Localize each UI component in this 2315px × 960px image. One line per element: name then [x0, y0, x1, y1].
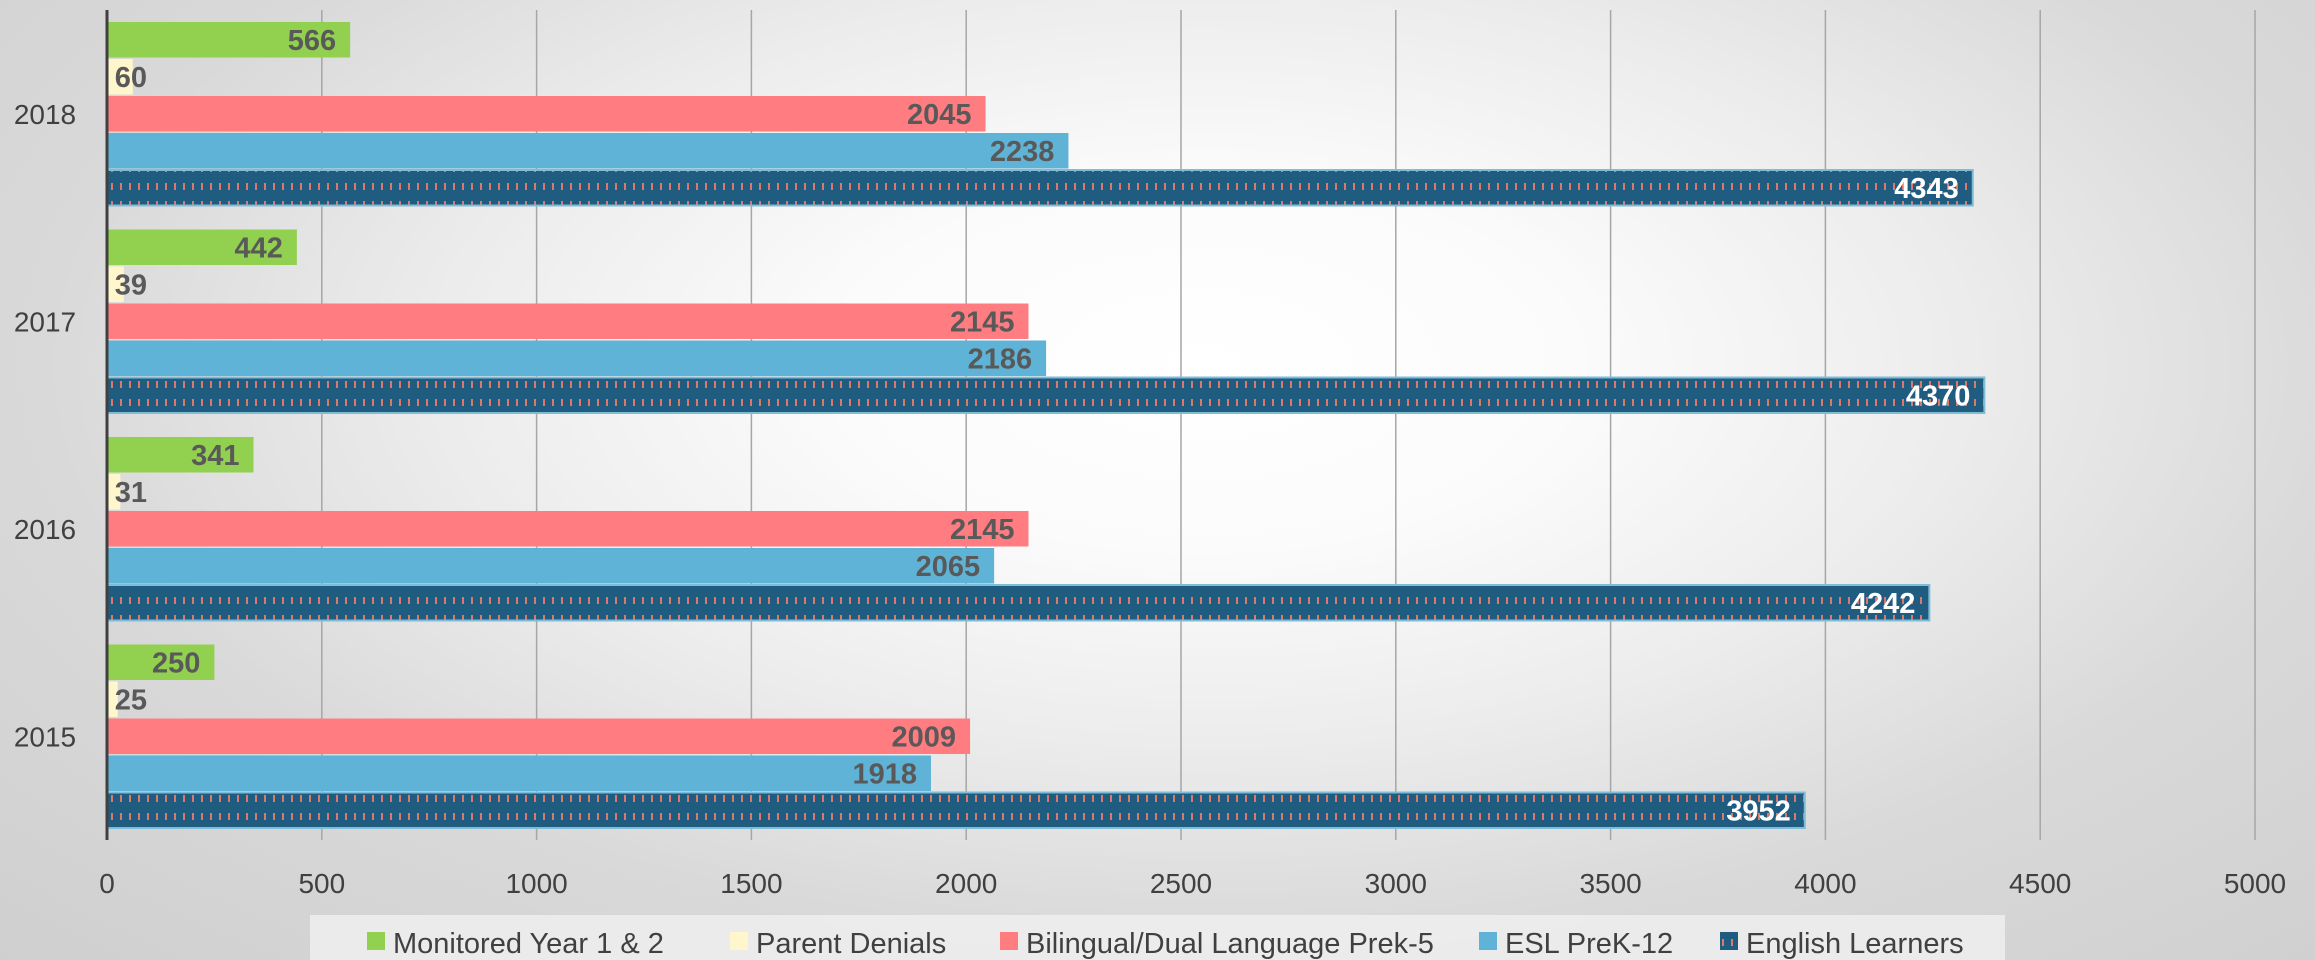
bar-parent-denials-2016	[107, 474, 121, 510]
x-tick-label-3500: 3500	[1579, 868, 1641, 899]
legend-swatch-monitored-year-1-2	[367, 932, 385, 950]
legend-label-monitored-year-1-2: Monitored Year 1 & 2	[393, 928, 664, 960]
data-label-esl-prek-12-2017: 2186	[968, 343, 1033, 375]
bar-esl-prek-12-2018	[107, 133, 1069, 169]
bar-parent-denials-2015	[107, 681, 118, 717]
x-tick-label-0: 0	[99, 868, 115, 899]
bar-monitored-year-1-2-2018	[107, 22, 351, 58]
data-label-english-learners-2017: 4370	[1906, 380, 1971, 412]
data-label-bilingual-dual-language-prek-5-2017: 2145	[950, 306, 1015, 338]
bar-english-learners-2016	[106, 584, 1931, 622]
x-tick-label-2000: 2000	[935, 868, 997, 899]
bar-esl-prek-12-2015	[107, 755, 931, 791]
x-tick-label-5000: 5000	[2224, 868, 2286, 899]
x-tick-label-500: 500	[298, 868, 345, 899]
category-label-2017: 2017	[14, 306, 76, 337]
x-tick-label-1500: 1500	[720, 868, 782, 899]
bar-bilingual-dual-language-prek-5-2017	[107, 303, 1029, 339]
data-label-monitored-year-1-2-2015: 250	[152, 647, 200, 679]
bar-esl-prek-12-2016	[107, 548, 995, 584]
legend-swatch-parent-denials	[730, 932, 748, 950]
data-label-esl-prek-12-2015: 1918	[852, 758, 917, 790]
data-label-monitored-year-1-2-2016: 341	[191, 440, 239, 472]
data-label-bilingual-dual-language-prek-5-2018: 2045	[907, 99, 972, 131]
data-label-monitored-year-1-2-2017: 442	[234, 232, 282, 264]
data-label-parent-denials-2015: 25	[115, 684, 147, 716]
bar-monitored-year-1-2-2015	[107, 644, 215, 680]
x-tick-label-3000: 3000	[1365, 868, 1427, 899]
data-label-monitored-year-1-2-2018: 566	[288, 25, 336, 57]
bar-monitored-year-1-2-2017	[107, 229, 297, 265]
category-label-2016: 2016	[14, 514, 76, 545]
bar-bilingual-dual-language-prek-5-2018	[107, 96, 986, 132]
bar-english-learners-2015	[106, 791, 1806, 829]
bar-monitored-year-1-2-2016	[107, 437, 254, 473]
data-label-bilingual-dual-language-prek-5-2015: 2009	[892, 721, 957, 753]
legend-swatch-esl-prek-12	[1479, 932, 1497, 950]
x-tick-label-4500: 4500	[2009, 868, 2071, 899]
bar-esl-prek-12-2017	[107, 340, 1047, 376]
bar-bilingual-dual-language-prek-5-2015	[107, 718, 971, 754]
bar-bilingual-dual-language-prek-5-2016	[107, 511, 1029, 547]
legend: Monitored Year 1 & 2 Parent Denials Biling…	[310, 915, 2005, 960]
data-label-bilingual-dual-language-prek-5-2016: 2145	[950, 514, 1015, 546]
data-label-english-learners-2015: 3952	[1726, 795, 1791, 827]
x-tick-label-1000: 1000	[505, 868, 567, 899]
category-label-2018: 2018	[14, 99, 76, 130]
bar-english-learners-2018	[106, 169, 1974, 207]
x-tick-label-4000: 4000	[1794, 868, 1856, 899]
category-label-2015: 2015	[14, 721, 76, 752]
legend-label-english-learners: English Learners	[1746, 928, 1964, 960]
data-label-english-learners-2016: 4242	[1851, 588, 1916, 620]
bar-parent-denials-2018	[107, 59, 133, 95]
x-tick-label-2500: 2500	[1150, 868, 1212, 899]
bar-english-learners-2017	[106, 376, 1986, 414]
bars	[106, 22, 1986, 829]
axes: 0 500 1000 1500 2000 2500 3000 3500 4000 4500 5000…	[14, 10, 2286, 899]
data-label-esl-prek-12-2018: 2238	[990, 136, 1055, 168]
data-label-english-learners-2018: 4343	[1894, 173, 1959, 205]
legend-swatch-english-learners	[1720, 932, 1738, 950]
data-label-parent-denials-2018: 60	[115, 62, 147, 94]
legend-label-esl-prek-12: ESL PreK-12	[1505, 928, 1673, 960]
legend-label-bilingual-dual-language-prek-5: Bilingual/Dual Language Prek-5	[1026, 928, 1434, 960]
legend-label-parent-denials: Parent Denials	[756, 928, 946, 960]
data-label-esl-prek-12-2016: 2065	[916, 551, 981, 583]
data-label-parent-denials-2017: 39	[115, 269, 147, 301]
legend-swatch-bilingual-dual-language-prek-5	[1000, 932, 1018, 950]
bar-parent-denials-2017	[107, 266, 124, 302]
data-label-parent-denials-2016: 31	[115, 477, 147, 509]
